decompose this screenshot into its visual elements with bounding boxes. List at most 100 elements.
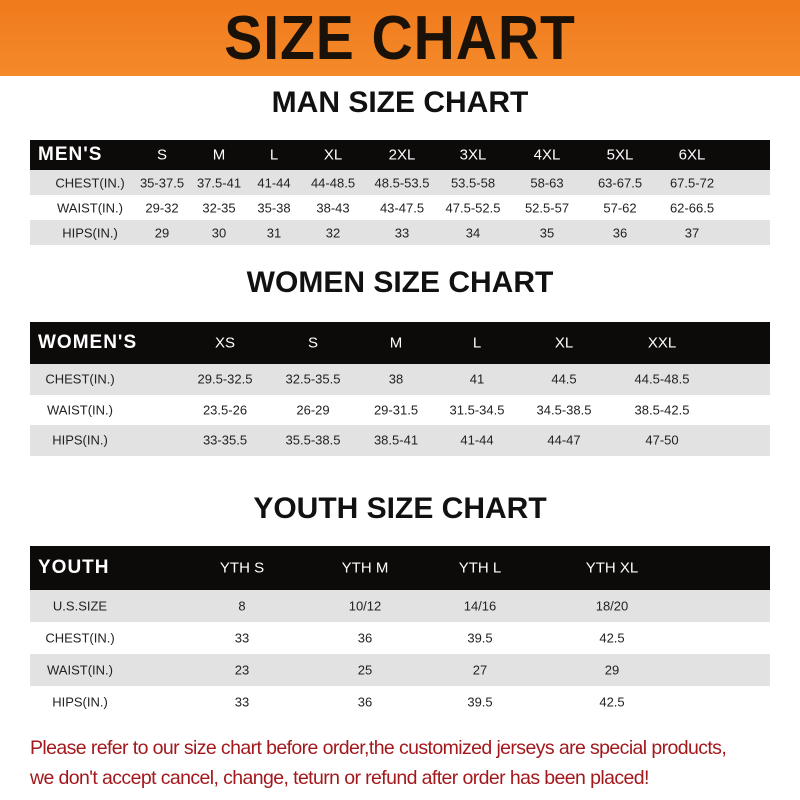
table-row: HIPS(IN.) 29 30 31 32 33 34 35 36 37: [30, 220, 770, 245]
table-cell: 34.5-38.5: [536, 402, 592, 418]
size-column-header: 2XL: [388, 146, 416, 164]
row-label: HIPS(IN.): [62, 225, 118, 240]
table-row: CHEST(IN.) 33 36 39.5 42.5: [30, 622, 770, 654]
table-cell: 37: [684, 225, 700, 240]
notice-line-1: Please refer to our size chart before or…: [30, 737, 727, 759]
table-cell: 53.5-58: [450, 175, 496, 190]
table-cell: 33-35.5: [202, 432, 248, 448]
table-cell: 29: [604, 662, 620, 678]
table-cell: 34: [465, 225, 481, 240]
row-label: CHEST(IN.): [45, 371, 115, 387]
title-banner: SIZE CHART: [0, 0, 800, 76]
size-column-header: XL: [323, 146, 343, 164]
table-cell: 42.5: [599, 630, 625, 646]
size-column-header: 5XL: [606, 146, 634, 164]
table-cell: 29-31.5: [373, 402, 419, 418]
table-cell: 63-67.5: [597, 175, 643, 190]
table-cell: 36: [357, 694, 373, 710]
size-column-header: S: [156, 146, 168, 164]
table-cell: 42.5: [599, 694, 625, 710]
table-label: WOMEN'S: [38, 332, 138, 353]
women-header-row: WOMEN'S XS S M L XL XXL: [30, 322, 770, 364]
size-column-header: 6XL: [678, 146, 706, 164]
table-row: CHEST(IN.) 29.5-32.5 32.5-35.5 38 41 44.5 44.5…: [30, 364, 770, 395]
row-label: U.S.SIZE: [52, 598, 108, 614]
table-cell: 41-44: [257, 175, 291, 190]
table-cell: 18/20: [595, 598, 629, 614]
table-cell: 36: [612, 225, 628, 240]
table-row: WAIST(IN.) 29-32 32-35 35-38 38-43 43-47.5 47.…: [30, 195, 770, 220]
table-cell: 35.5-38.5: [285, 432, 341, 448]
table-cell: 32.5-35.5: [285, 371, 341, 387]
table-cell: 25: [357, 662, 373, 678]
table-cell: 41: [469, 371, 485, 387]
size-column-header: L: [269, 146, 279, 164]
table-cell: 27: [472, 662, 488, 678]
table-cell: 38-43: [316, 200, 350, 215]
table-cell: 47.5-52.5: [445, 200, 501, 215]
table-cell: 44.5-48.5: [634, 371, 690, 387]
table-cell: 35-37.5: [139, 175, 185, 190]
size-column-header: 4XL: [533, 146, 561, 164]
youth-header-row: YOUTH YTH S YTH M YTH L YTH XL: [30, 546, 770, 590]
size-column-header: YTH L: [458, 559, 502, 577]
table-cell: 23.5-26: [202, 402, 248, 418]
table-row: CHEST(IN.) 35-37.5 37.5-41 41-44 44-48.5 48.5…: [30, 170, 770, 195]
table-cell: 33: [394, 225, 410, 240]
table-row: WAIST(IN.) 23 25 27 29: [30, 654, 770, 686]
table-cell: 38.5-42.5: [634, 402, 690, 418]
row-label: HIPS(IN.): [52, 432, 108, 448]
women-size-table: WOMEN'S XS S M L XL XXL CHEST(IN.) 29.5-32.5 32.5…: [30, 322, 770, 456]
men-header-row: MEN'S S M L XL 2XL 3XL 4XL 5XL 6XL: [30, 140, 770, 170]
table-cell: 23: [234, 662, 250, 678]
size-column-header: YTH M: [341, 559, 389, 577]
table-cell: 31.5-34.5: [449, 402, 505, 418]
table-cell: 26-29: [296, 402, 330, 418]
table-cell: 44-47: [547, 432, 581, 448]
row-label: HIPS(IN.): [52, 694, 108, 710]
size-column-header: YTH XL: [585, 559, 639, 577]
order-notice: Please refer to our size chart before or…: [30, 733, 790, 793]
women-section-title: WOMEN SIZE CHART: [246, 266, 554, 299]
table-cell: 8: [238, 598, 246, 614]
row-label: CHEST(IN.): [45, 630, 115, 646]
table-cell: 29-32: [145, 200, 179, 215]
table-cell: 43-47.5: [379, 200, 425, 215]
table-cell: 29.5-32.5: [197, 371, 253, 387]
size-column-header: M: [389, 334, 403, 352]
table-cell: 67.5-72: [669, 175, 715, 190]
table-label: YOUTH: [38, 557, 110, 578]
table-cell: 33: [234, 630, 250, 646]
table-cell: 30: [211, 225, 227, 240]
men-size-table: MEN'S S M L XL 2XL 3XL 4XL 5XL 6XL CHEST(IN.) 35-37…: [30, 140, 770, 245]
size-column-header: YTH S: [219, 559, 265, 577]
table-cell: 35: [539, 225, 555, 240]
size-column-header: L: [472, 334, 482, 352]
table-cell: 10/12: [348, 598, 382, 614]
table-cell: 35-38: [257, 200, 291, 215]
table-cell: 44-48.5: [310, 175, 356, 190]
table-cell: 62-66.5: [669, 200, 715, 215]
table-cell: 47-50: [645, 432, 679, 448]
table-cell: 32: [325, 225, 341, 240]
table-label: MEN'S: [38, 144, 103, 165]
size-column-header: XS: [214, 334, 236, 352]
youth-size-table: YOUTH YTH S YTH M YTH L YTH XL U.S.SIZE 8 10/12…: [30, 546, 770, 718]
table-cell: 58-63: [530, 175, 564, 190]
size-column-header: 3XL: [459, 146, 487, 164]
table-cell: 39.5: [467, 694, 493, 710]
page-title: SIZE CHART: [224, 3, 576, 73]
size-column-header: S: [307, 334, 319, 352]
table-cell: 41-44: [460, 432, 494, 448]
table-cell: 38.5-41: [373, 432, 419, 448]
table-row: U.S.SIZE 8 10/12 14/16 18/20: [30, 590, 770, 622]
men-section-title: MAN SIZE CHART: [271, 86, 529, 119]
table-cell: 32-35: [202, 200, 236, 215]
table-row: WAIST(IN.) 23.5-26 26-29 29-31.5 31.5-34.5 34…: [30, 394, 770, 425]
table-cell: 39.5: [467, 630, 493, 646]
table-cell: 31: [266, 225, 282, 240]
row-label: WAIST(IN.): [47, 402, 113, 418]
table-cell: 38: [388, 371, 404, 387]
table-cell: 29: [154, 225, 170, 240]
table-cell: 33: [234, 694, 250, 710]
